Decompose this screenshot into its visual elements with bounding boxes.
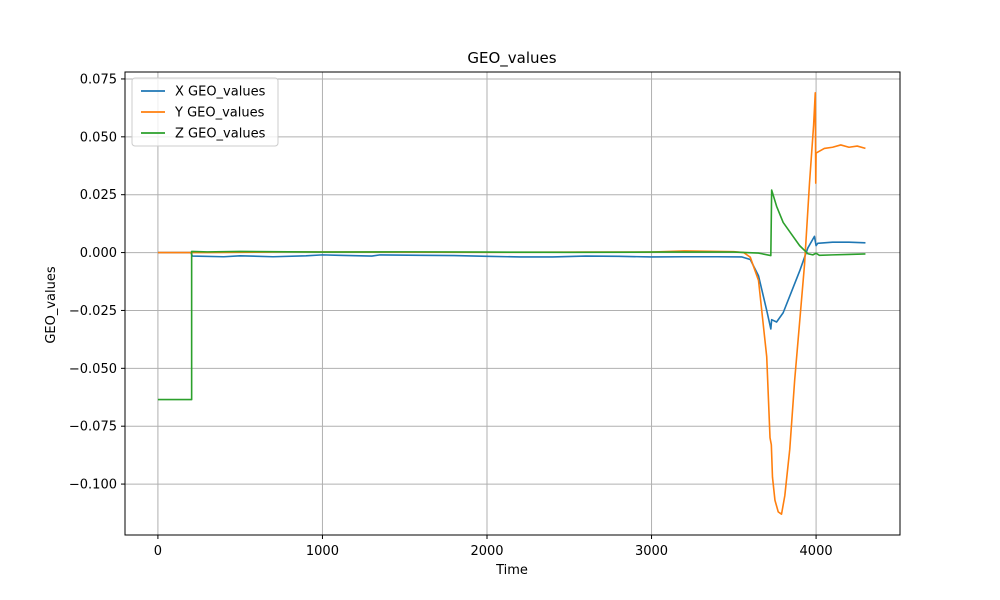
legend: X GEO_values Y GEO_values Z GEO_values (131, 77, 279, 147)
y-tick-label: 0.075 (80, 72, 117, 87)
y-tick-label: 0.025 (80, 188, 117, 203)
series-layer (157, 92, 866, 515)
legend-label: X GEO_values (175, 85, 266, 100)
legend-label: Z GEO_values (175, 127, 266, 142)
x-axis-ticks: 0 1000 2000 3000 4000 (154, 535, 833, 559)
y-tick-label: −0.075 (69, 420, 117, 435)
x-tick-label: 0 (154, 544, 162, 559)
legend-label: Y GEO_values (174, 106, 265, 121)
x-axis-label: Time (495, 563, 528, 578)
y-tick-label: −0.050 (69, 362, 117, 377)
y-tick-label: 0.050 (80, 130, 117, 145)
x-tick-label: 1000 (306, 544, 339, 559)
x-tick-label: 2000 (470, 544, 503, 559)
y-tick-label: −0.025 (69, 304, 117, 319)
y-axis-ticks: −0.100 −0.075 −0.050 −0.025 0.000 0.025 0.050 0… (69, 72, 125, 493)
chart-title: GEO_values (467, 49, 556, 68)
y-tick-label: −0.100 (69, 478, 117, 493)
y-tick-label: 0.000 (80, 246, 117, 261)
x-tick-label: 3000 (635, 544, 668, 559)
y-axis-label: GEO_values (44, 266, 59, 344)
plot-frame (124, 71, 901, 536)
legend-box (131, 77, 279, 147)
series-line-3 (157, 189, 866, 401)
x-tick-label: 4000 (800, 544, 833, 559)
